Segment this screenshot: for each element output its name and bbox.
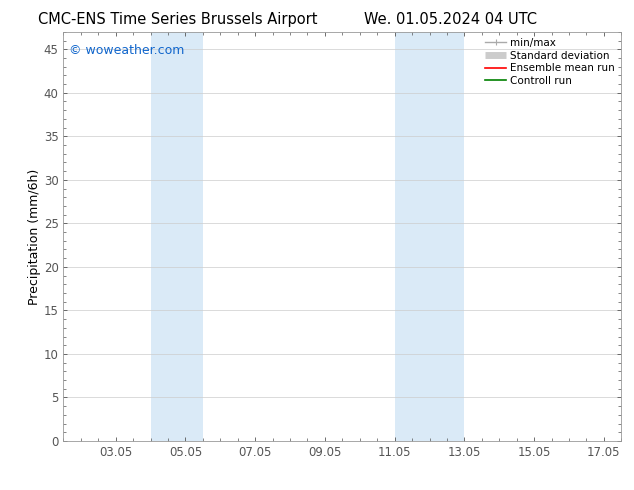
- Text: CMC-ENS Time Series Brussels Airport: CMC-ENS Time Series Brussels Airport: [38, 12, 317, 27]
- Bar: [394, 32, 430, 441]
- Legend: min/max, Standard deviation, Ensemble mean run, Controll run: min/max, Standard deviation, Ensemble me…: [482, 35, 618, 89]
- Text: © woweather.com: © woweather.com: [69, 44, 184, 57]
- Text: We. 01.05.2024 04 UTC: We. 01.05.2024 04 UTC: [364, 12, 536, 27]
- Bar: [429, 32, 464, 441]
- Bar: [150, 32, 203, 441]
- Y-axis label: Precipitation (mm/6h): Precipitation (mm/6h): [28, 168, 41, 305]
